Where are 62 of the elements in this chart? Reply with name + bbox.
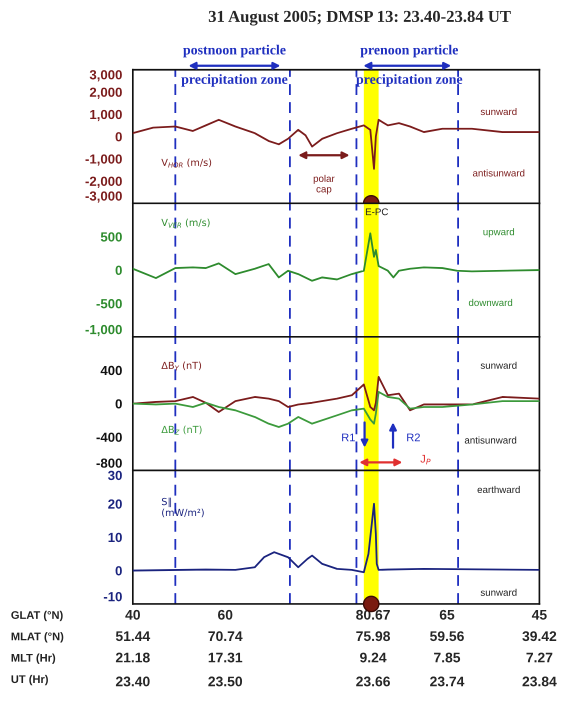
y-tick-label: -10 <box>104 592 122 602</box>
annotation: polar cap <box>314 174 335 194</box>
text: 70.74 <box>208 631 243 642</box>
y-tick-label: -800 <box>96 458 122 468</box>
y-tick-label: 0 <box>116 566 122 576</box>
y-tick-label: 2,000 <box>90 88 122 99</box>
x-tick-label: 23.74 <box>430 676 464 686</box>
text: 80.67 <box>356 610 390 620</box>
text: 59.56 <box>430 631 464 642</box>
y-tick-label: 0 <box>116 132 122 142</box>
text: 7.85 <box>434 652 460 662</box>
annotation: sunward <box>480 108 516 116</box>
chart-title: 31 August 2005; DMSP 13: 23.40-23.84 UT <box>208 10 511 26</box>
text: 9.24 <box>360 652 387 662</box>
x-tick-label: 23.50 <box>208 676 242 686</box>
text: prenoon particle <box>360 44 458 58</box>
text: MLT (Hr) <box>12 654 56 664</box>
y-tick-label: -2,000 <box>86 176 122 188</box>
y-tick-label: 30 <box>108 470 122 480</box>
text: 60 <box>218 610 232 620</box>
y-tick-label: -3,000 <box>86 191 122 203</box>
y-tick-label: 20 <box>108 499 122 509</box>
annotation: antisunward <box>472 169 524 177</box>
text: ΔB$_{Y}$ (nT) <box>161 362 202 370</box>
y-tick-label: -400 <box>96 432 122 442</box>
text: 7.27 <box>526 652 552 662</box>
annotation: J$_{P}$ <box>420 454 431 464</box>
y-tick-label: -1,000 <box>86 324 122 336</box>
annotation: earthward <box>478 486 520 494</box>
text: 17.31 <box>208 652 242 662</box>
y-tick-label: 0 <box>116 399 122 409</box>
annotation: antisunward <box>464 436 516 444</box>
y-tick-label: 0 <box>116 266 122 275</box>
y-tick-label: 400 <box>100 366 122 376</box>
text: MLAT (°N) <box>12 632 64 643</box>
annotation: R2 <box>407 433 420 442</box>
x-tick-label: 23.66 <box>356 676 390 686</box>
text: 65 <box>440 610 454 620</box>
text: postnoon particle <box>183 44 286 58</box>
text: UT (Hr) <box>12 674 48 686</box>
text: 21.18 <box>116 652 150 662</box>
y-tick-label: 1,000 <box>90 110 122 122</box>
y-tick-label: -1,000 <box>86 154 122 166</box>
y-tick-label: -500 <box>96 299 122 308</box>
annotation: upward <box>483 228 514 238</box>
annotation: precipitation zone <box>181 74 288 87</box>
text: GLAT (°N) <box>11 610 63 622</box>
text: 51.44 <box>116 631 150 642</box>
text: 40 <box>125 610 140 620</box>
text: 45 <box>532 610 547 620</box>
y-tick-label: 3,000 <box>90 70 122 82</box>
text: 39.42 <box>522 631 556 642</box>
annotation: sunward <box>480 588 516 596</box>
text: S∥ (mW/m²) <box>162 498 204 518</box>
x-tick-label: 23.40 <box>116 676 150 686</box>
x-tick-label: 23.84 <box>522 676 557 686</box>
annotation: R1 <box>342 434 355 442</box>
annotation: sunward <box>480 362 516 369</box>
annotation: downward <box>468 298 512 306</box>
text: 75.98 <box>356 631 390 642</box>
y-tick-label: 500 <box>100 232 122 242</box>
y-tick-label: 10 <box>108 532 122 542</box>
